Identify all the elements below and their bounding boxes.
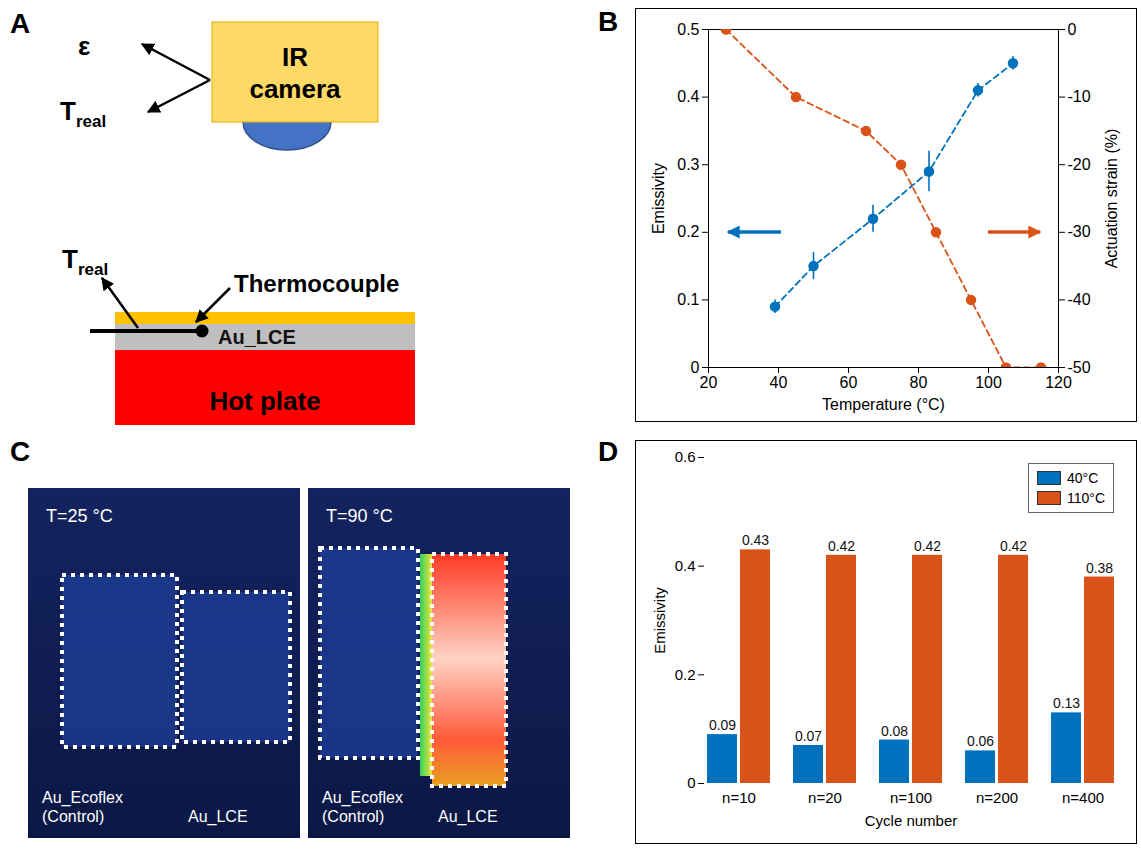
- svg-text:0.43: 0.43: [742, 532, 769, 548]
- svg-text:40: 40: [770, 374, 788, 391]
- svg-text:camera: camera: [249, 74, 341, 104]
- svg-text:Au_LCE: Au_LCE: [188, 808, 248, 826]
- svg-text:100: 100: [975, 374, 1002, 391]
- html-text:40°C: 40°C: [1067, 470, 1099, 486]
- svg-text:n=200: n=200: [976, 789, 1018, 806]
- svg-text:0.2: 0.2: [675, 666, 696, 683]
- svg-text:-50: -50: [1068, 359, 1091, 376]
- svg-text:0.5: 0.5: [677, 21, 699, 38]
- svg-text:(Control): (Control): [322, 808, 384, 825]
- svg-text:Thermocouple: Thermocouple: [234, 270, 399, 297]
- svg-text:0.06: 0.06: [967, 733, 994, 749]
- svg-text:T=90 °C: T=90 °C: [326, 506, 393, 526]
- svg-text:120: 120: [1045, 374, 1072, 391]
- svg-text:0.09: 0.09: [709, 717, 736, 733]
- svg-text:-20: -20: [1068, 156, 1091, 173]
- svg-text:Cycle number: Cycle number: [865, 812, 958, 829]
- svg-text:Temperature (°C): Temperature (°C): [822, 396, 945, 413]
- svg-text:Hot plate: Hot plate: [209, 386, 320, 416]
- svg-text:Treal: Treal: [62, 244, 108, 279]
- html-text:C: C: [10, 436, 31, 467]
- svg-text:Au_Ecoflex: Au_Ecoflex: [322, 789, 403, 807]
- svg-text:0.42: 0.42: [1000, 538, 1027, 554]
- svg-text:0: 0: [691, 359, 700, 376]
- svg-text:Au_LCE: Au_LCE: [218, 326, 296, 348]
- svg-text:0.6: 0.6: [675, 448, 696, 465]
- svg-text:0.42: 0.42: [828, 538, 855, 554]
- html-text:110°C: 110°C: [1067, 490, 1105, 506]
- svg-text:0.13: 0.13: [1053, 695, 1080, 711]
- svg-text:20: 20: [700, 374, 718, 391]
- svg-text:0.38: 0.38: [1086, 560, 1113, 576]
- svg-text:0.07: 0.07: [795, 728, 822, 744]
- html-text:B: B: [598, 6, 619, 37]
- svg-text:Actuation strain (%): Actuation strain (%): [1103, 129, 1120, 269]
- svg-text:n=100: n=100: [890, 789, 932, 806]
- svg-text:T=25 °C: T=25 °C: [46, 506, 113, 526]
- svg-text:0: 0: [687, 774, 695, 791]
- svg-text:Emissivity: Emissivity: [650, 163, 667, 234]
- svg-text:0.4: 0.4: [675, 557, 696, 574]
- svg-text:-10: -10: [1068, 88, 1091, 105]
- svg-text:Emissivity: Emissivity: [651, 587, 668, 654]
- svg-text:ε: ε: [78, 31, 90, 61]
- svg-text:Au_LCE: Au_LCE: [438, 808, 498, 826]
- svg-text:-30: -30: [1068, 223, 1091, 240]
- svg-text:0: 0: [1068, 21, 1077, 38]
- svg-text:0.2: 0.2: [677, 223, 699, 240]
- svg-text:n=10: n=10: [722, 789, 756, 806]
- svg-text:n=20: n=20: [808, 789, 842, 806]
- svg-text:60: 60: [840, 374, 858, 391]
- svg-text:0.42: 0.42: [914, 538, 941, 554]
- svg-text:IR: IR: [282, 42, 308, 72]
- svg-text:Au_Ecoflex: Au_Ecoflex: [42, 789, 123, 807]
- svg-text:0.4: 0.4: [677, 88, 699, 105]
- svg-text:0.3: 0.3: [677, 156, 699, 173]
- svg-text:80: 80: [910, 374, 928, 391]
- svg-text:(Control): (Control): [42, 808, 104, 825]
- html-text:D: D: [598, 436, 619, 467]
- svg-text:n=400: n=400: [1062, 789, 1104, 806]
- html-text:A: A: [10, 8, 31, 39]
- svg-text:-40: -40: [1068, 291, 1091, 308]
- svg-text:0.08: 0.08: [881, 723, 908, 739]
- svg-text:Treal: Treal: [60, 96, 106, 131]
- svg-text:0.1: 0.1: [677, 291, 699, 308]
